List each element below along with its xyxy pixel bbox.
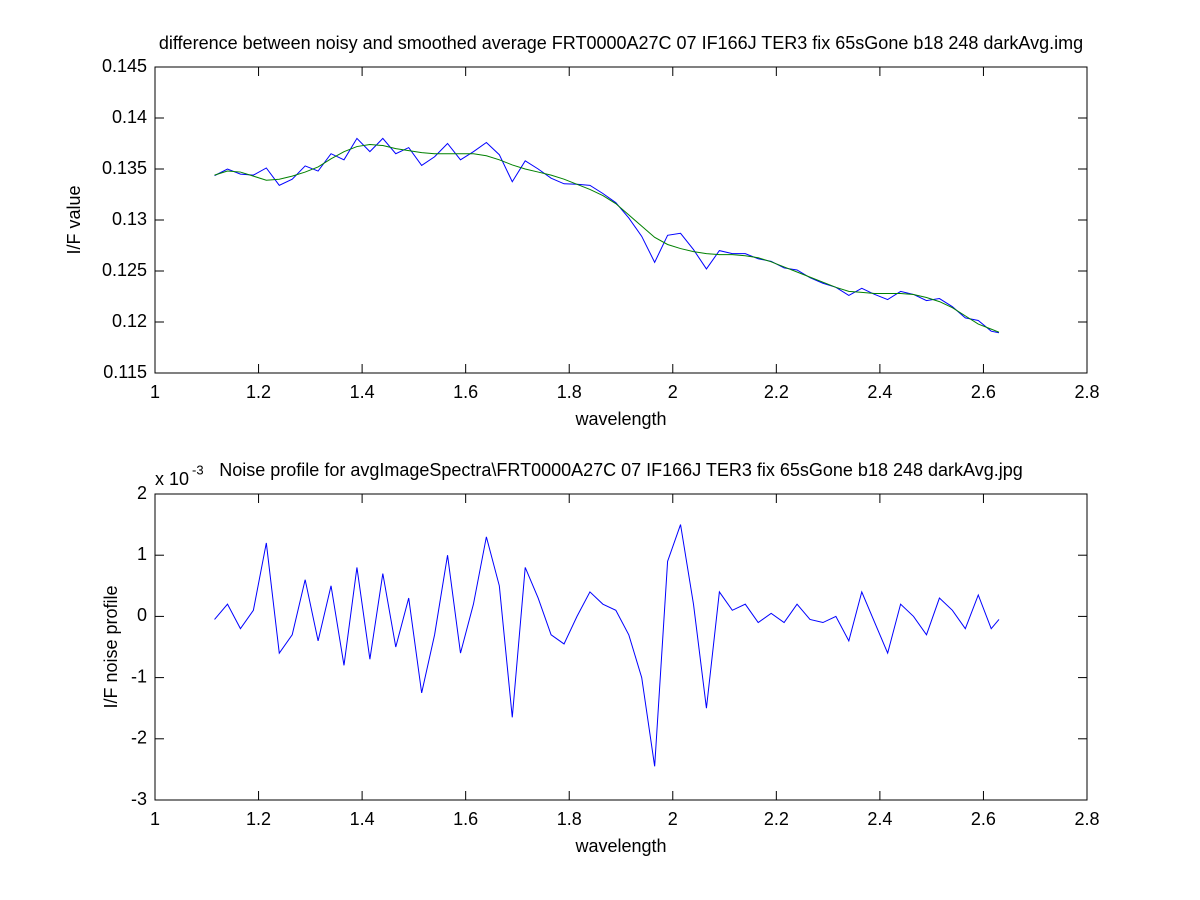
y-tick-label: 0.125 — [102, 260, 147, 280]
x-tick-label: 2.8 — [1074, 809, 1099, 829]
x-axis-label: wavelength — [574, 836, 666, 856]
x-tick-label: 1 — [150, 382, 160, 402]
x-axis-label: wavelength — [574, 409, 666, 429]
x-tick-label: 1.6 — [453, 382, 478, 402]
y-tick-label: 0.115 — [103, 362, 147, 382]
x-tick-label: 1 — [150, 809, 160, 829]
y-tick-label: -2 — [131, 728, 147, 748]
data-line — [214, 144, 1000, 333]
y-tick-label: 0.145 — [102, 56, 147, 76]
x-tick-label: 2.6 — [971, 809, 996, 829]
y-tick-label: 0.14 — [112, 107, 147, 127]
x-tick-label: 2.8 — [1074, 382, 1099, 402]
y-tick-label: -1 — [131, 666, 147, 686]
x-tick-label: 2 — [668, 382, 678, 402]
y-multiplier-exponent: -3 — [192, 462, 204, 477]
x-tick-label: 1.2 — [246, 809, 271, 829]
y-multiplier-base: x 10 — [155, 469, 189, 489]
y-tick-label: 0.12 — [112, 311, 147, 331]
x-tick-label: 2.2 — [764, 382, 789, 402]
y-tick-label: 1 — [137, 544, 147, 564]
y-tick-label: 0.135 — [102, 158, 147, 178]
chart-title: difference between noisy and smoothed av… — [159, 33, 1083, 53]
axes-box — [154, 493, 1088, 801]
axes-box — [154, 66, 1088, 374]
x-tick-label: 1.6 — [453, 809, 478, 829]
y-tick-label: -3 — [131, 789, 147, 809]
y-tick-label: 0.13 — [112, 209, 147, 229]
y-tick-label: 2 — [137, 483, 147, 503]
data-line — [214, 524, 1000, 767]
y-tick-label: 0 — [137, 605, 147, 625]
x-tick-label: 1.8 — [557, 382, 582, 402]
x-tick-label: 2.2 — [764, 809, 789, 829]
x-tick-label: 1.8 — [557, 809, 582, 829]
x-tick-label: 1.4 — [350, 382, 375, 402]
x-tick-label: 2 — [668, 809, 678, 829]
x-tick-label: 2.4 — [867, 382, 892, 402]
x-tick-label: 1.2 — [246, 382, 271, 402]
chart-title: Noise profile for avgImageSpectra\FRT000… — [219, 460, 1022, 480]
x-tick-label: 1.4 — [350, 809, 375, 829]
y-axis-label: I/F value — [64, 185, 84, 254]
y-axis-label: I/F noise profile — [101, 585, 121, 708]
x-tick-label: 2.6 — [971, 382, 996, 402]
x-tick-label: 2.4 — [867, 809, 892, 829]
